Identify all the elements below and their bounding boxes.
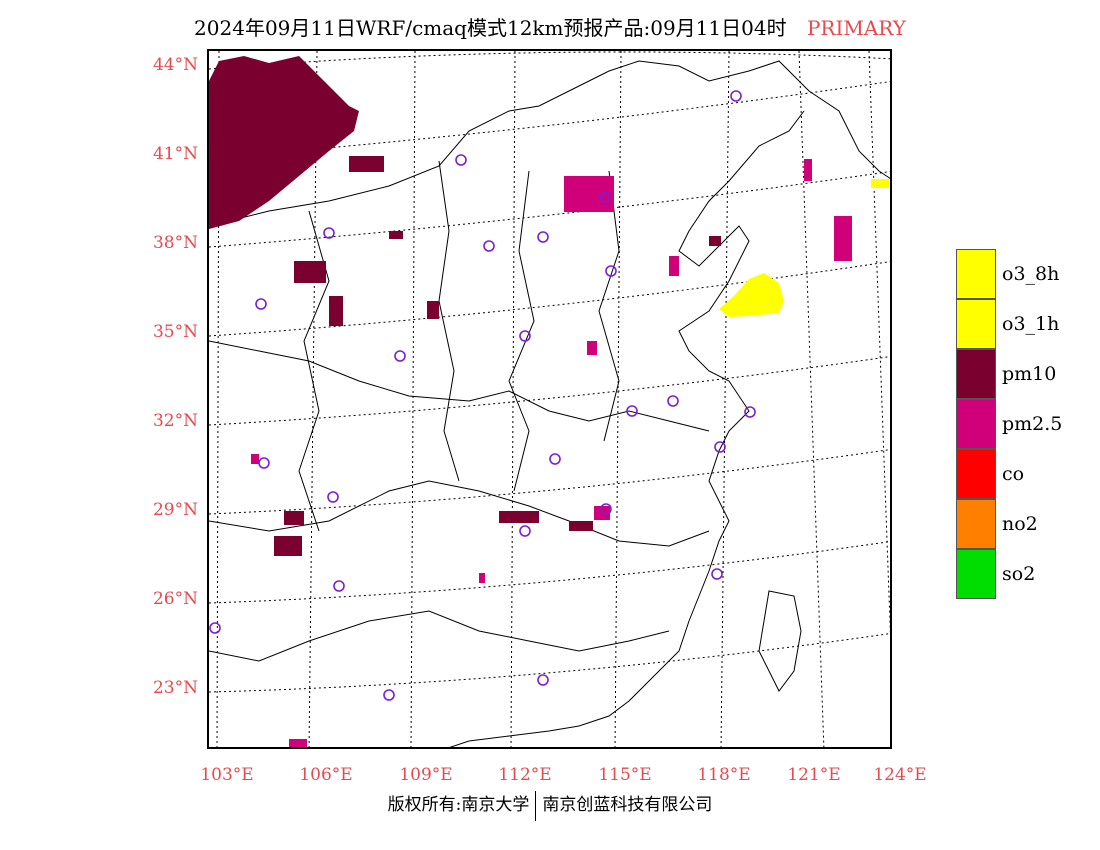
legend-label-co: co	[1002, 463, 1025, 485]
lat-label-23n: 23°N	[152, 678, 198, 698]
legend-label-so2: so2	[1002, 563, 1036, 585]
lat-label-26n: 26°N	[152, 589, 198, 609]
pm10-patches	[209, 56, 721, 556]
lat-label-44n: 44°N	[152, 55, 198, 75]
legend-swatch-co	[956, 449, 996, 499]
pollutant-legend: o3_8h o3_1h pm10 pm2.5 co no2 so2	[956, 249, 1096, 599]
pm25-patches	[251, 159, 852, 747]
map-title: 2024年09月11日WRF/cmaq模式12km预报产品:09月11日04时 …	[0, 12, 1100, 41]
legend-swatch-o3-8h	[956, 249, 996, 299]
boundaries	[209, 60, 890, 747]
lat-label-41n: 41°N	[152, 144, 198, 164]
legend-swatch-o3-1h	[956, 299, 996, 349]
lat-label-38n: 38°N	[152, 233, 198, 253]
legend-label-o3-1h: o3_1h	[1002, 313, 1060, 335]
legend-swatch-pm10	[956, 349, 996, 399]
legend-swatch-pm25	[956, 399, 996, 449]
copyright-footer: 版权所有:南京大学 南京创蓝科技有限公司	[0, 790, 1100, 821]
lon-label-115e: 115°E	[598, 765, 652, 785]
o3-patch	[719, 179, 889, 317]
legend-item-no2: no2	[956, 499, 1096, 549]
footer-divider	[535, 790, 537, 821]
legend-label-pm10: pm10	[1002, 363, 1057, 385]
lat-label-29n: 29°N	[152, 500, 198, 520]
legend-item-o3-1h: o3_1h	[956, 299, 1096, 349]
legend-label-no2: no2	[1002, 513, 1038, 535]
legend-item-so2: so2	[956, 549, 1096, 599]
forecast-map	[207, 49, 892, 749]
legend-item-o3-8h: o3_8h	[956, 249, 1096, 299]
legend-item-pm25: pm2.5	[956, 399, 1096, 449]
lon-label-118e: 118°E	[697, 765, 751, 785]
legend-item-co: co	[956, 449, 1096, 499]
lat-label-35n: 35°N	[152, 322, 198, 342]
lon-label-112e: 112°E	[498, 765, 552, 785]
station-markers	[209, 90, 756, 701]
legend-swatch-so2	[956, 549, 996, 599]
title-primary-tag: PRIMARY	[806, 16, 906, 40]
legend-label-o3-8h: o3_8h	[1002, 263, 1060, 285]
title-main: 2024年09月11日WRF/cmaq模式12km预报产品:09月11日04时	[194, 16, 787, 40]
copyright-owner: 版权所有:南京大学	[387, 795, 530, 815]
lon-label-121e: 121°E	[787, 765, 841, 785]
lon-label-124e: 124°E	[873, 765, 927, 785]
map-canvas	[209, 51, 890, 747]
legend-item-pm10: pm10	[956, 349, 1096, 399]
lon-label-103e: 103°E	[200, 765, 254, 785]
copyright-company: 南京创蓝科技有限公司	[542, 795, 713, 815]
lon-label-109e: 109°E	[399, 765, 453, 785]
legend-label-pm25: pm2.5	[1002, 413, 1063, 435]
lon-label-106e: 106°E	[299, 765, 353, 785]
lat-label-32n: 32°N	[152, 411, 198, 431]
graticule	[209, 51, 890, 747]
legend-swatch-no2	[956, 499, 996, 549]
